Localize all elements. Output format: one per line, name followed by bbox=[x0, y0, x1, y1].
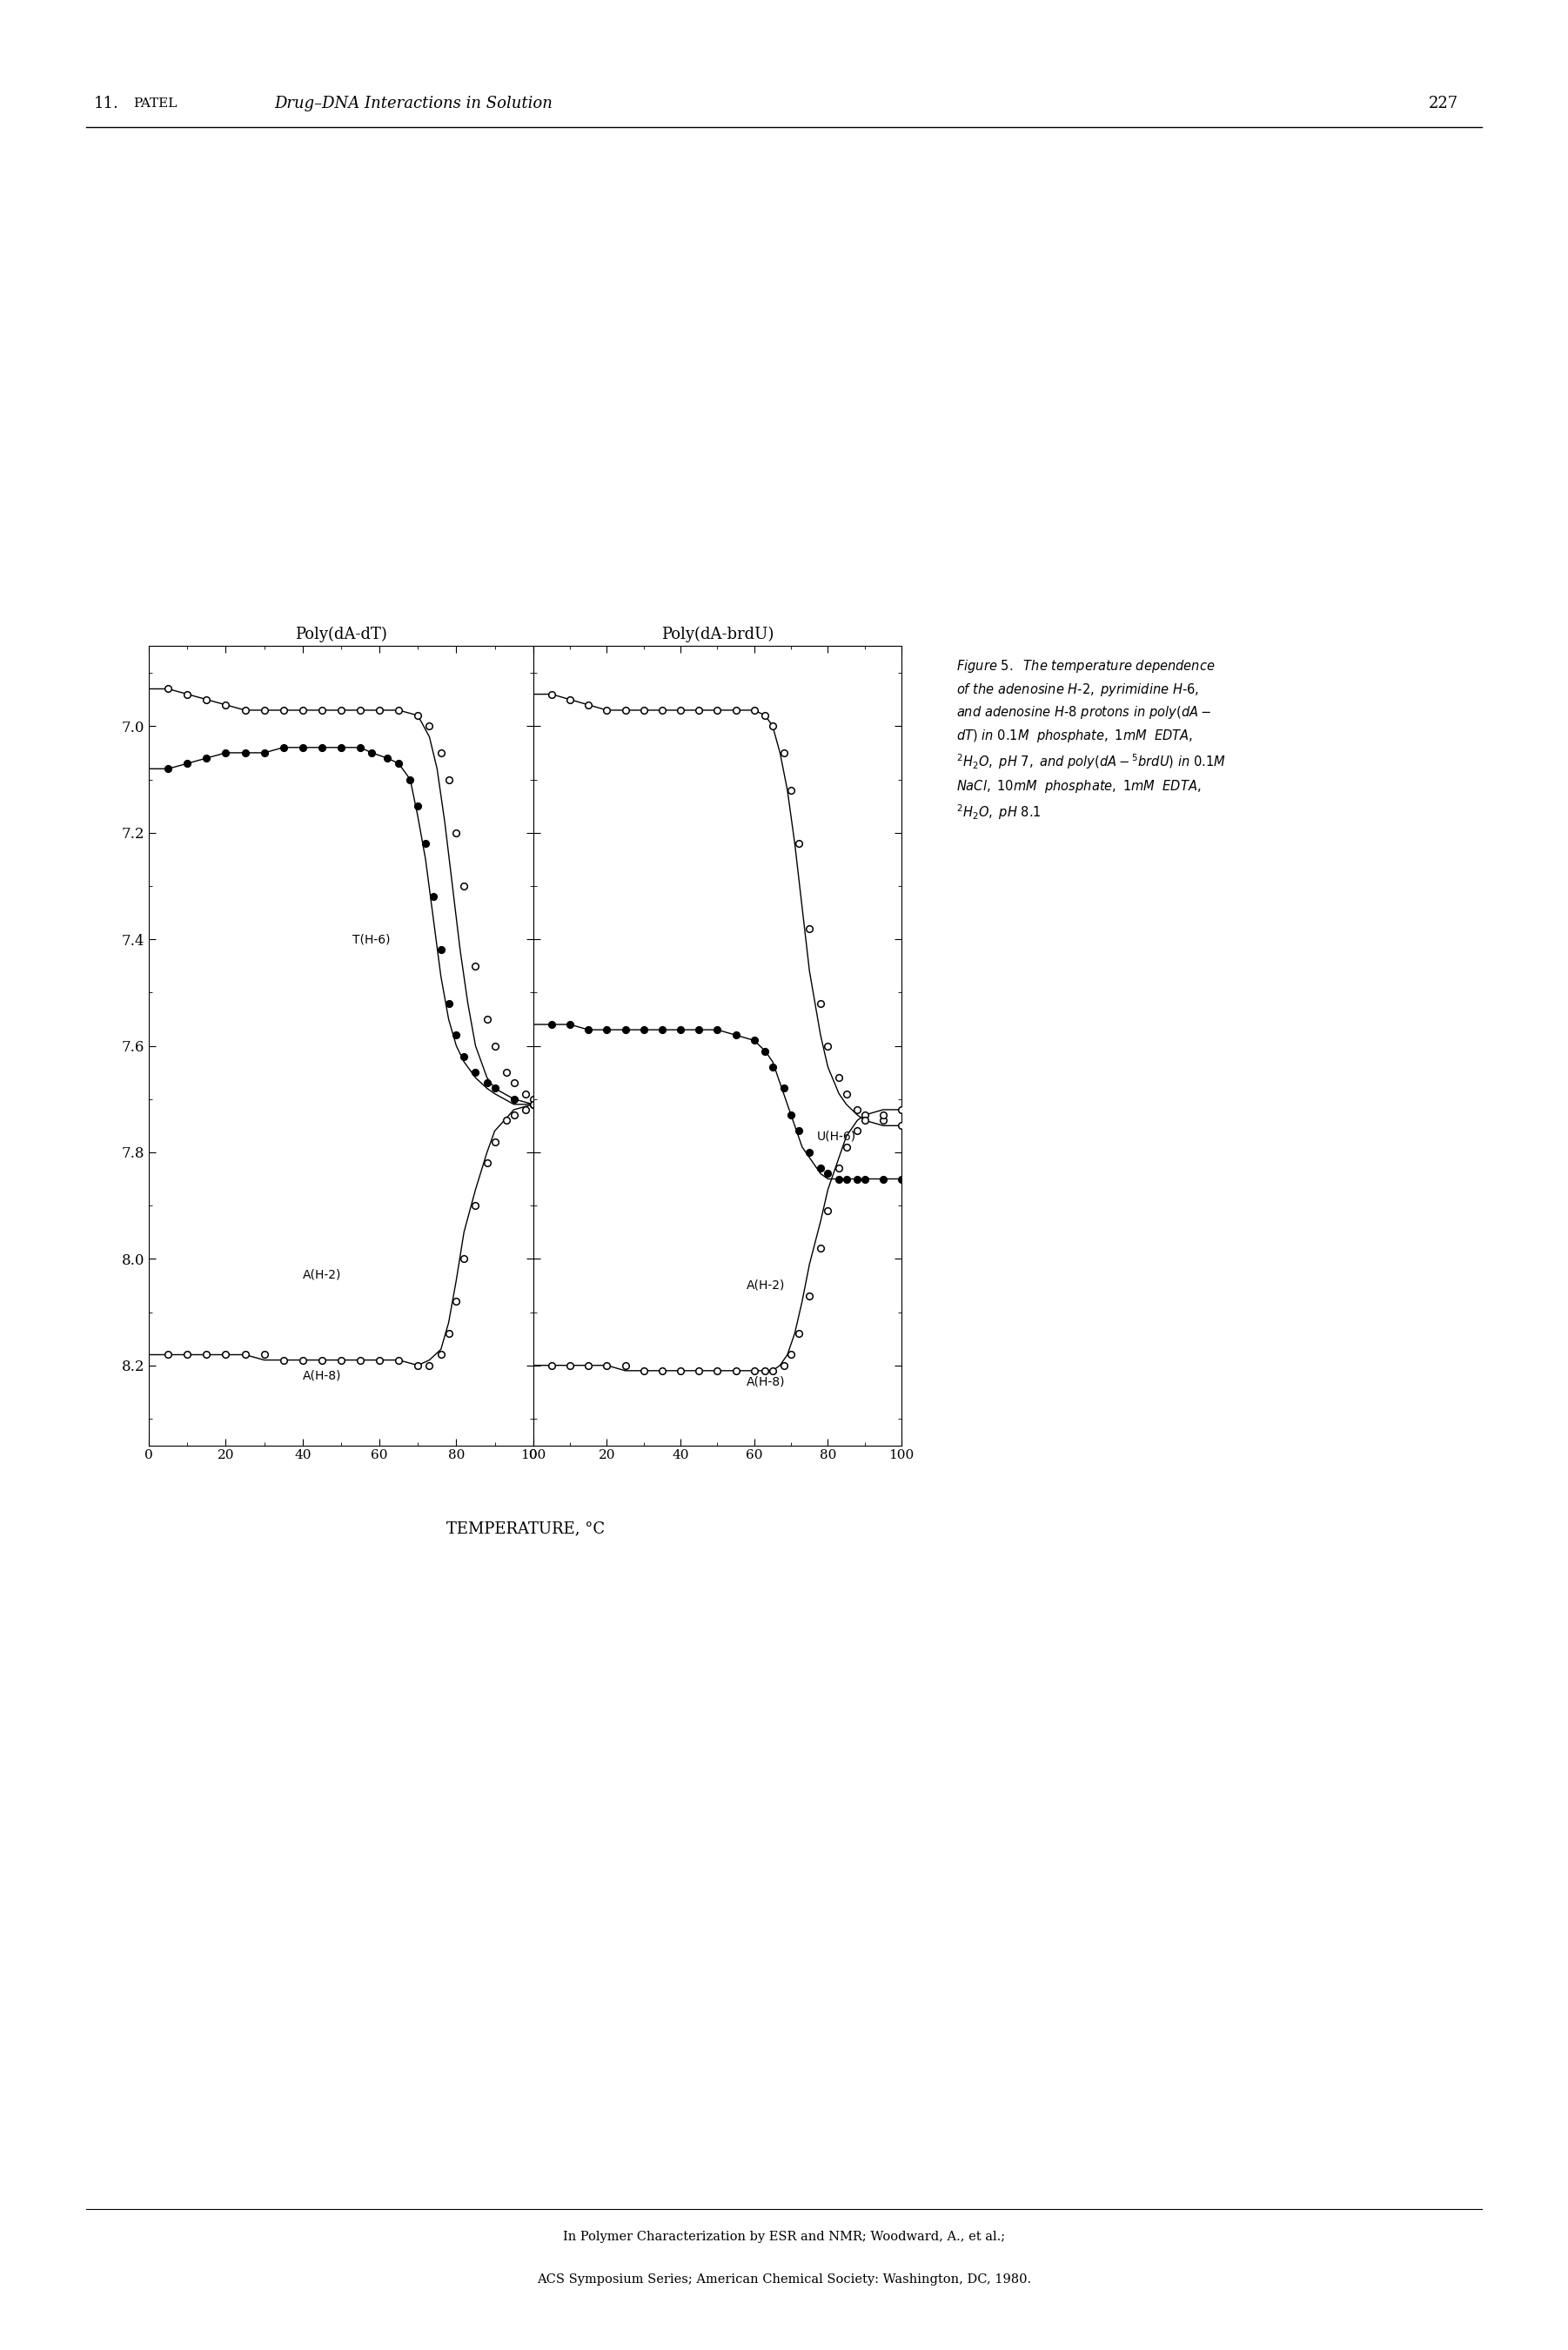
Text: 227: 227 bbox=[1428, 96, 1458, 110]
Text: U(H-6): U(H-6) bbox=[817, 1130, 856, 1142]
Text: 11.: 11. bbox=[94, 96, 119, 110]
Text: A(H-2): A(H-2) bbox=[303, 1269, 342, 1281]
Title: Poly(dA-brdU): Poly(dA-brdU) bbox=[662, 627, 773, 642]
Text: A(H-8): A(H-8) bbox=[303, 1370, 342, 1382]
Text: A(H-8): A(H-8) bbox=[746, 1375, 786, 1386]
Text: Drug–DNA Interactions in Solution: Drug–DNA Interactions in Solution bbox=[274, 96, 554, 110]
Text: $\it{Figure\ 5.}$  $\it{The\ temperature\ dependence}$
$\it{of\ the\ adenosine\ : $\it{Figure\ 5.}$ $\it{The\ temperature\… bbox=[956, 658, 1226, 820]
Text: PATEL: PATEL bbox=[133, 96, 177, 110]
Text: ACS Symposium Series; American Chemical Society: Washington, DC, 1980.: ACS Symposium Series; American Chemical … bbox=[536, 2272, 1032, 2287]
Title: Poly(dA-dT): Poly(dA-dT) bbox=[295, 627, 387, 642]
Text: A(H-2): A(H-2) bbox=[746, 1278, 786, 1293]
Text: T(H-6): T(H-6) bbox=[353, 933, 390, 945]
Text: TEMPERATURE, °C: TEMPERATURE, °C bbox=[445, 1520, 605, 1537]
Text: In Polymer Characterization by ESR and NMR; Woodward, A., et al.;: In Polymer Characterization by ESR and N… bbox=[563, 2230, 1005, 2244]
